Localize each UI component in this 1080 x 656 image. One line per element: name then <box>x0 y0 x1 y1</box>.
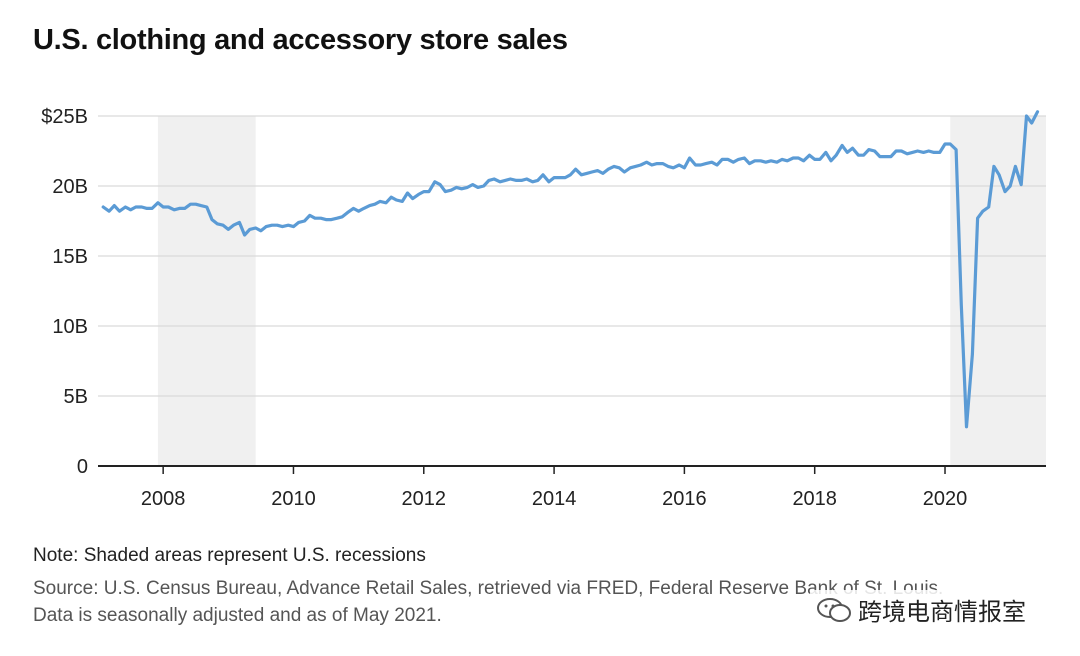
chart-note: Note: Shaded areas represent U.S. recess… <box>33 545 426 566</box>
y-tick-labels: 0 5B 10B 15B 20B $25B <box>41 106 88 478</box>
recession-shading <box>157 116 1046 466</box>
recession-band-1 <box>157 116 256 466</box>
y-tick-label: 15B <box>52 246 88 268</box>
watermark: 跨境电商情报室 <box>810 590 1032 629</box>
watermark-text: 跨境电商情报室 <box>858 598 1026 626</box>
x-tick-label: 2008 <box>141 488 186 510</box>
gridlines <box>98 115 1046 397</box>
x-tick-label: 2014 <box>532 488 577 510</box>
y-tick-label: 20B <box>52 176 88 198</box>
y-tick-label: 0 <box>77 456 88 478</box>
x-axis <box>98 465 1046 474</box>
series-layer <box>101 110 1040 429</box>
chart-title: U.S. clothing and accessory store sales <box>33 24 568 56</box>
x-tick-labels: 2008 2010 2012 2014 2016 2018 2020 <box>141 488 967 510</box>
y-tick-label: $25B <box>41 106 88 128</box>
chart-source: Source: U.S. Census Bureau, Advance Reta… <box>33 578 944 626</box>
y-tick-label: 10B <box>52 316 88 338</box>
x-tick-label: 2016 <box>662 488 707 510</box>
y-tick-label: 5B <box>64 386 88 408</box>
x-tick-label: 2020 <box>923 488 968 510</box>
wechat-icon <box>817 597 851 622</box>
x-tick-label: 2018 <box>792 488 837 510</box>
x-tick-label: 2012 <box>402 488 447 510</box>
x-tick-label: 2010 <box>271 488 316 510</box>
series-line-1 <box>101 110 1040 429</box>
